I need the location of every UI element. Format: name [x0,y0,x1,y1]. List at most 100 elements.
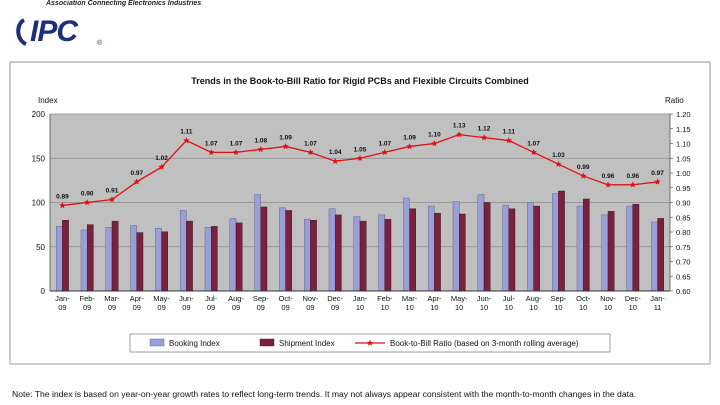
y-left-tick-label: 0 [41,287,46,296]
ratio-data-label: 1.07 [527,140,540,147]
booking-bar [651,221,658,292]
legend-booking-swatch [149,338,165,347]
legend-shipment-label: Shipment Index [279,339,335,348]
x-tick-label-year: 09 [331,303,339,312]
booking-bar [527,202,534,292]
x-tick-label-month: Dec- [625,294,641,303]
x-tick-label-year: 11 [654,303,662,312]
shipment-bar [86,224,94,292]
y-right-tick-label: 0.95 [676,184,691,193]
ratio-point [381,148,389,156]
ratio-point [59,202,66,209]
ratio-point [654,178,661,185]
ratio-data-label: 1.02 [155,155,168,162]
ratio-data-label: 1.07 [230,140,243,147]
ratio-data-label: 1.12 [478,126,491,133]
ratio-data-label: 1.10 [428,132,441,139]
ratio-point [282,143,289,150]
x-tick-label-month: Mar- [104,294,120,303]
ratio-point [555,160,562,167]
ratio-point [505,137,513,144]
x-tick-label-year: 10 [455,303,463,312]
x-tick-label-month: Jan- [650,294,665,303]
booking-bar [204,227,212,292]
shipment-bar [384,219,392,292]
ratio-data-label: 0.99 [577,164,590,171]
ratio-point [331,157,339,164]
x-tick-label-month: Apr- [427,294,442,303]
x-tick-label-year: 10 [529,303,537,312]
booking-bar [576,205,584,292]
booking-bar [56,226,63,292]
x-tick-label-month: Jan- [353,294,368,303]
shipment-bar [409,208,417,292]
legend-shipment-swatch [259,338,275,347]
shipment-bar [111,220,119,292]
ratio-data-label: 1.11 [503,129,516,136]
y-left-tick-label: 150 [32,154,46,163]
x-tick-label-year: 09 [182,303,190,312]
shipment-bar [607,211,615,292]
legend-ratio-marker [366,339,374,346]
shipment-bar [235,222,243,292]
x-tick-label-month: Jan- [55,294,70,303]
x-tick-label-month: Apr- [130,294,145,303]
shipment-bar [632,204,640,292]
booking-bar [130,225,138,292]
x-tick-label-year: 10 [430,303,438,312]
ratio-data-label: 1.08 [254,137,267,144]
booking-bar [477,194,485,292]
x-tick-label-month: Dec- [327,294,343,303]
x-tick-label-year: 10 [579,303,587,312]
y-right-tick-label: 0.80 [676,228,691,237]
ratio-point [530,148,537,156]
y-right-tick-label: 1.15 [676,125,691,134]
ratio-point [406,143,413,150]
ratio-point [158,163,165,170]
ratio-point [356,154,364,161]
ratio-point [83,199,91,206]
x-tick-label-year: 09 [257,303,265,312]
y-right-tick-label: 0.60 [676,287,691,296]
ratio-point [207,148,215,156]
x-tick-label-year: 09 [306,303,314,312]
shipment-bar [508,208,516,292]
x-tick-label-month: Nov- [600,294,616,303]
shipment-bar [285,210,293,292]
y-right-tick-label: 0.65 [676,272,691,281]
booking-bar [179,210,187,292]
shipment-bar [583,198,590,292]
x-tick-label-year: 10 [629,303,637,312]
booking-bar [452,201,460,292]
booking-bar [378,214,386,292]
ratio-data-label: 1.13 [453,123,466,130]
x-tick-label-year: 09 [281,303,289,312]
x-tick-label-month: Oct- [576,294,591,303]
shipment-bar [260,206,268,292]
ratio-data-label: 0.91 [106,188,119,195]
x-tick-label-year: 10 [381,303,389,312]
y-axis-right-label: Ratio [665,96,684,105]
ratio-point [431,140,438,147]
y-left-tick-label: 100 [32,199,46,208]
booking-bar [601,214,609,292]
x-tick-label-year: 10 [604,303,612,312]
ratio-data-label: 1.07 [205,140,218,147]
x-tick-label-year: 10 [505,303,513,312]
y-right-tick-label: 1.10 [676,140,691,149]
x-tick-label-year: 09 [58,303,66,312]
shipment-bar [335,214,342,292]
x-tick-label-year: 09 [157,303,165,312]
ipc-logo-swoosh [16,18,28,46]
y-right-tick-label: 1.20 [676,110,691,119]
ratio-data-label: 1.11 [180,129,193,136]
footnote: Note: The index is based on year-on-year… [12,389,637,399]
legend-booking-label: Booking Index [169,339,220,348]
book-to-bill-chart: Trends in the Book-to-Bill Ratio for Rig… [9,61,711,365]
ratio-point [307,148,314,156]
booking-bar [155,227,162,292]
ratio-point [629,181,637,188]
ratio-data-label: 1.07 [304,140,317,147]
shipment-bar [161,231,169,292]
logo-tagline: Association Connecting Electronics Indus… [46,0,202,7]
